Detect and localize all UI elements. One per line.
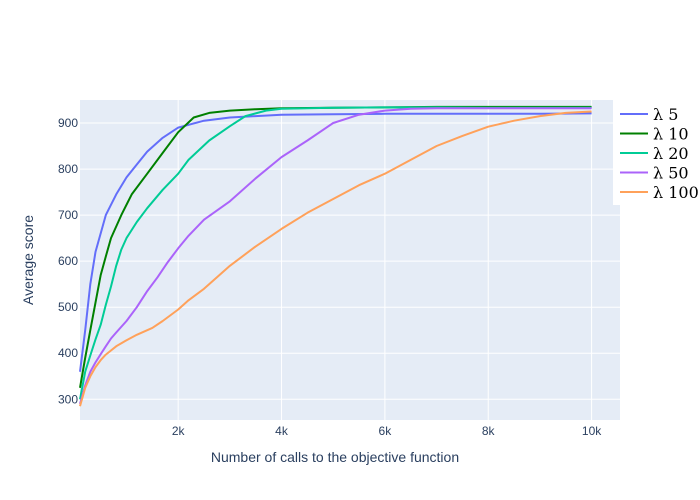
y-tick-label: 900 xyxy=(58,116,78,130)
legend-label: λ 20 xyxy=(653,144,689,163)
x-tick-label: 6k xyxy=(379,424,393,438)
series-lines xyxy=(79,105,592,407)
series-line xyxy=(79,112,592,372)
y-axis-title: Average score xyxy=(20,215,36,305)
legend: λ 5λ 10λ 20λ 50λ 100 xyxy=(620,105,699,202)
y-tick-label: 400 xyxy=(58,346,78,360)
x-tick-label: 4k xyxy=(275,424,289,438)
y-tick-label: 600 xyxy=(58,254,78,268)
y-tick-label: 300 xyxy=(58,392,78,406)
grid-lines xyxy=(80,100,620,420)
series-line xyxy=(79,106,592,400)
legend-label: λ 50 xyxy=(653,164,689,183)
y-tick-label: 700 xyxy=(58,208,78,222)
y-tick-label: 500 xyxy=(58,300,78,314)
legend-label: λ 100 xyxy=(653,183,699,202)
x-axis-ticks: 2k 4k 6k 8k 10k xyxy=(172,424,602,438)
plot-area xyxy=(80,100,620,420)
y-tick-label: 800 xyxy=(58,162,78,176)
series-line xyxy=(79,110,592,407)
x-tick-label: 8k xyxy=(482,424,496,438)
legend-label: λ 10 xyxy=(653,125,689,144)
x-axis-title: Number of calls to the objective functio… xyxy=(211,449,459,465)
y-axis-ticks: 300 400 500 600 700 800 900 xyxy=(58,116,78,406)
legend-label: λ 5 xyxy=(653,105,678,124)
x-tick-label: 2k xyxy=(172,424,186,438)
x-tick-label: 10k xyxy=(582,424,602,438)
series-line xyxy=(79,107,592,405)
